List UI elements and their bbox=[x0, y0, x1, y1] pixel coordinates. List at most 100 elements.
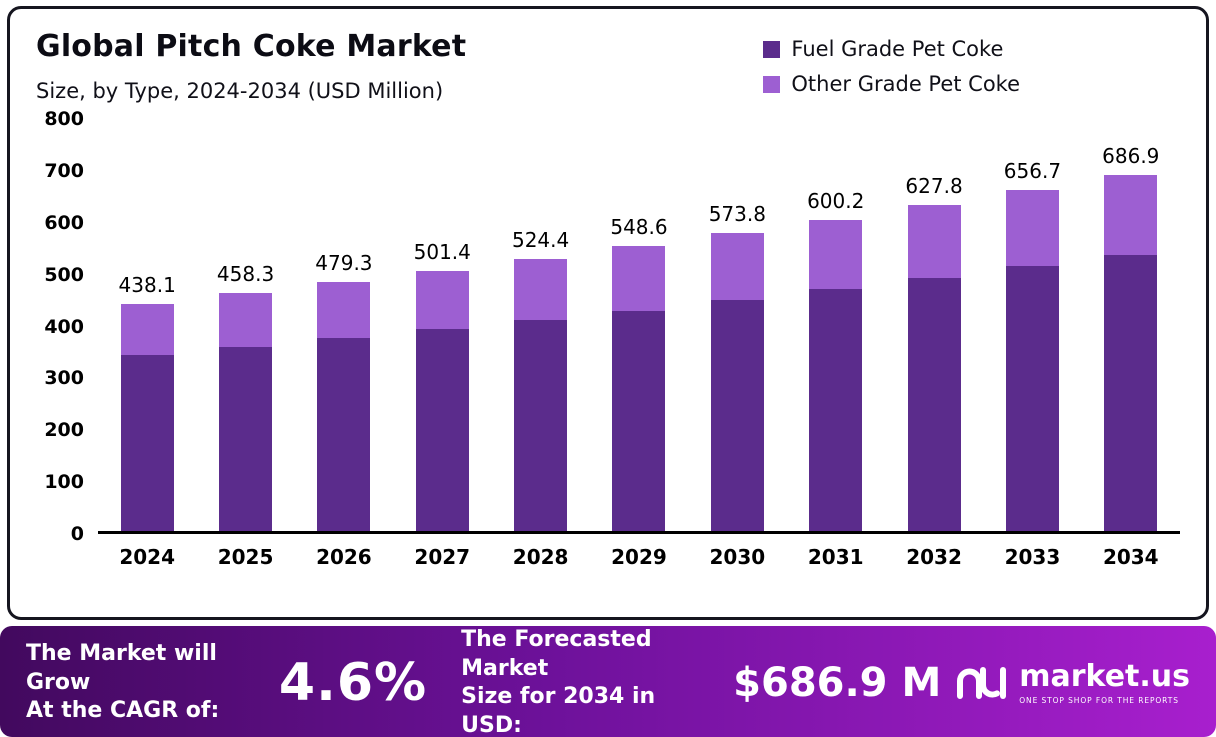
bar-group-2025: 458.3 bbox=[196, 119, 294, 531]
x-axis-label-2034: 2034 bbox=[1102, 545, 1159, 569]
y-tick-800: 800 bbox=[44, 108, 84, 130]
y-tick-700: 700 bbox=[44, 159, 84, 182]
bar-group-2034: 686.9 bbox=[1082, 119, 1180, 531]
stacked-bar bbox=[1005, 190, 1059, 531]
bar-total-label: 627.8 bbox=[905, 174, 963, 199]
bar-segment-other-grade bbox=[219, 293, 273, 347]
bar-group-2031: 600.2 bbox=[787, 119, 885, 531]
y-tick-100: 100 bbox=[44, 471, 84, 494]
bar-segment-other-grade bbox=[1005, 190, 1059, 267]
bar-segment-other-grade bbox=[1104, 174, 1158, 255]
x-axis-label-2029: 2029 bbox=[611, 545, 667, 569]
title-block: Global Pitch Coke Market Size, by Type, … bbox=[36, 29, 466, 103]
stacked-bar bbox=[907, 205, 961, 531]
x-axis: 2024 2025 2026 2027 2028 2029 2030 2031 2032 2033… bbox=[98, 545, 1180, 569]
bar-total-label: 458.3 bbox=[216, 262, 275, 287]
legend-swatch-0 bbox=[763, 40, 781, 58]
bar-total-label: 438.1 bbox=[118, 272, 176, 297]
forecast-value: $686.9 M bbox=[733, 660, 942, 707]
y-tick-400: 400 bbox=[44, 315, 84, 338]
bar-total-label: 501.4 bbox=[413, 239, 471, 264]
chart-subtitle: Size, by Type, 2024-2034 (USD Million) bbox=[36, 79, 444, 103]
x-axis-label-2028: 2028 bbox=[512, 545, 569, 569]
bar-total-label: 524.4 bbox=[511, 227, 570, 252]
bar-segment-fuel-grade bbox=[612, 310, 666, 531]
y-tick-200: 200 bbox=[44, 419, 84, 442]
x-axis-label-2026: 2026 bbox=[316, 545, 372, 569]
bar-segment-other-grade bbox=[120, 303, 174, 355]
forecast-label: The Forecasted Market Size for 2034 in U… bbox=[461, 627, 656, 737]
bar-total-label: 479.3 bbox=[315, 251, 373, 276]
bar-group-2027: 501.4 bbox=[393, 119, 491, 531]
x-axis-label-2027: 2027 bbox=[414, 545, 471, 569]
bar-segment-other-grade bbox=[317, 282, 371, 339]
bar-segment-fuel-grade bbox=[710, 300, 764, 531]
cagr-value: 4.6% bbox=[278, 653, 428, 714]
bar-group-2032: 627.8 bbox=[885, 119, 983, 531]
y-tick-0: 0 bbox=[70, 523, 84, 545]
chart-header: Global Pitch Coke Market Size, by Type, … bbox=[36, 29, 1180, 103]
bar-segment-other-grade bbox=[907, 205, 961, 278]
bar-group-2026: 479.3 bbox=[295, 119, 393, 531]
bars-row: 438.1 458.3 479.3 501.4 524.4 548.6 573.8 600.2… bbox=[98, 119, 1180, 534]
bar-segment-fuel-grade bbox=[120, 354, 174, 531]
market-us-logo bbox=[957, 667, 1007, 700]
x-axis-label-2031: 2031 bbox=[807, 545, 864, 569]
brand-text: market.us ONE STOP SHOP FOR THE REPORTS bbox=[1019, 658, 1190, 705]
banner-content: The Market will Grow At the CAGR of: 4.6… bbox=[0, 626, 1216, 737]
x-axis-label-2033: 2033 bbox=[1004, 545, 1061, 569]
legend-item-1: Other Grade Pet Coke bbox=[763, 72, 1020, 96]
y-axis: 0 100 200 300 400 500 600 700 800 bbox=[36, 108, 98, 545]
bar-segment-other-grade bbox=[415, 270, 469, 329]
x-axis-label-2025: 2025 bbox=[217, 545, 274, 569]
stacked-bar bbox=[710, 233, 764, 531]
bar-total-label: 573.8 bbox=[708, 202, 766, 227]
cagr-label: The Market will Grow At the CAGR of: bbox=[26, 641, 220, 724]
bar-group-2028: 524.4 bbox=[491, 119, 589, 531]
bar-total-label: 548.6 bbox=[610, 215, 668, 240]
bar-segment-fuel-grade bbox=[1005, 266, 1059, 531]
brand: market.us ONE STOP SHOP FOR THE REPORTS bbox=[955, 660, 1190, 706]
legend-label-1: Other Grade Pet Coke bbox=[791, 72, 1020, 96]
stacked-bar bbox=[415, 270, 469, 531]
bar-segment-other-grade bbox=[514, 258, 568, 320]
footer-banner: The Market will Grow At the CAGR of: 4.6… bbox=[0, 626, 1216, 737]
bar-segment-fuel-grade bbox=[415, 328, 469, 531]
stacked-bar bbox=[317, 282, 371, 531]
x-axis-label-2030: 2030 bbox=[709, 545, 766, 569]
page-title: Global Pitch Coke Market bbox=[36, 29, 467, 64]
bar-total-label: 656.7 bbox=[1003, 159, 1062, 184]
bar-group-2030: 573.8 bbox=[688, 119, 786, 531]
x-axis-label-2024: 2024 bbox=[119, 545, 176, 569]
stacked-bar bbox=[120, 303, 174, 531]
legend-swatch-1 bbox=[763, 75, 781, 93]
y-tick-600: 600 bbox=[44, 211, 84, 234]
bar-segment-fuel-grade bbox=[1104, 254, 1158, 531]
y-tick-300: 300 bbox=[44, 367, 84, 390]
brand-tagline: ONE STOP SHOP FOR THE REPORTS bbox=[1019, 695, 1179, 705]
stacked-bar-chart: 0 100 200 300 400 500 600 700 800 438.1 458.3 479.… bbox=[36, 108, 1180, 569]
stacked-bar bbox=[1104, 174, 1158, 531]
bar-total-label: 600.2 bbox=[807, 188, 865, 213]
stacked-bar bbox=[612, 246, 666, 531]
bar-segment-other-grade bbox=[710, 233, 764, 301]
bar-group-2029: 548.6 bbox=[590, 119, 688, 531]
legend-label-0: Fuel Grade Pet Coke bbox=[791, 37, 1004, 61]
stacked-bar bbox=[219, 293, 273, 531]
bar-segment-fuel-grade bbox=[907, 277, 961, 531]
stacked-bar bbox=[514, 258, 568, 531]
chart-card: Global Pitch Coke Market Size, by Type, … bbox=[7, 6, 1209, 620]
plot-area: 438.1 458.3 479.3 501.4 524.4 548.6 573.8 600.2… bbox=[98, 119, 1180, 569]
stacked-bar bbox=[809, 219, 863, 531]
legend-item-0: Fuel Grade Pet Coke bbox=[763, 37, 1020, 61]
bar-group-2024: 438.1 bbox=[98, 119, 196, 531]
bar-total-label: 686.9 bbox=[1102, 143, 1160, 168]
bar-segment-fuel-grade bbox=[219, 346, 273, 531]
bar-segment-other-grade bbox=[612, 246, 666, 311]
bar-segment-fuel-grade bbox=[317, 338, 371, 531]
y-tick-500: 500 bbox=[44, 263, 84, 286]
bar-segment-other-grade bbox=[809, 219, 863, 290]
brand-name: market.us bbox=[1019, 658, 1190, 694]
bar-group-2033: 656.7 bbox=[983, 119, 1081, 531]
x-axis-label-2032: 2032 bbox=[906, 545, 962, 569]
